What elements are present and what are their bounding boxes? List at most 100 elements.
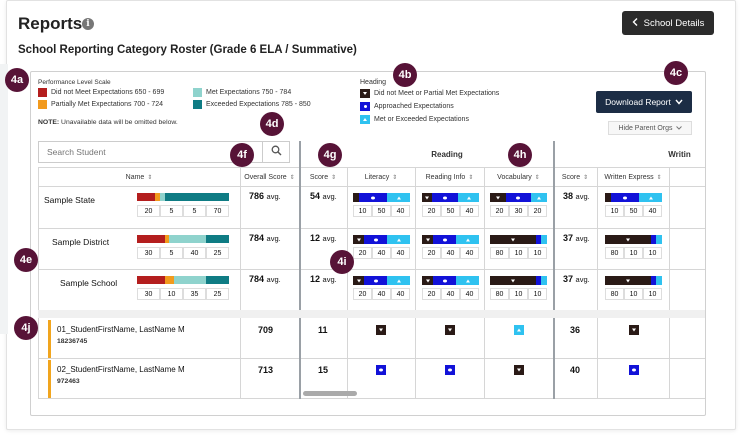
- category-bar-segment: [456, 276, 479, 285]
- avg-suffix: avg.: [575, 192, 590, 201]
- unavailable-data-note: NOTE: Unavailable data will be omitted b…: [38, 119, 178, 126]
- category-count: 50: [372, 205, 391, 217]
- hide-parent-orgs-toggle[interactable]: Hide Parent Orgs: [608, 121, 692, 135]
- column-header-overall-score-label: Overall Score: [244, 174, 287, 181]
- search-button[interactable]: [262, 141, 290, 163]
- student-writing-score: 36: [570, 325, 581, 335]
- writing-score-value: 38: [563, 191, 574, 201]
- category-bar-segment: [605, 235, 651, 244]
- category-bar-segment: [456, 235, 479, 244]
- down-triangle-icon: [360, 89, 370, 98]
- icon-glyph: [632, 368, 636, 372]
- page-title: Reports: [18, 14, 83, 33]
- roster-title: School Reporting Category Roster (Grade …: [18, 44, 357, 56]
- category-count: 30: [509, 205, 528, 217]
- sort-icon[interactable]: ⇕: [534, 175, 540, 181]
- category-count: 40: [643, 205, 662, 217]
- dot-icon: [629, 365, 639, 375]
- category-bar-segment: [387, 235, 410, 244]
- down-triangle-icon: [625, 279, 630, 282]
- category-counts: 20 40 40: [422, 288, 479, 300]
- grid-col-line: [347, 167, 348, 399]
- grid-row-line: [38, 269, 705, 270]
- performance-bar-segment: [155, 193, 160, 201]
- sort-icon[interactable]: ⇕: [392, 175, 398, 181]
- performance-bar: [137, 235, 229, 243]
- chevron-down-small-icon: [675, 125, 682, 132]
- column-header-writing-score[interactable]: Score ⇕: [553, 171, 597, 184]
- info-icon[interactable]: i: [82, 18, 94, 30]
- category-bar-segment: [353, 276, 365, 285]
- icon-glyph: [448, 328, 452, 332]
- sort-icon[interactable]: ⇕: [656, 175, 662, 181]
- summary-row-name: Sample State: [44, 195, 96, 205]
- overall-score-value: 784: [249, 274, 265, 284]
- sort-icon[interactable]: ⇕: [147, 175, 153, 181]
- avg-suffix: avg.: [322, 275, 337, 284]
- sort-icon[interactable]: ⇕: [468, 175, 474, 181]
- performance-bar: [137, 276, 229, 284]
- student-id: 18236745: [57, 338, 88, 345]
- category-bar-segment: [541, 235, 547, 244]
- down-triangle-icon: [356, 279, 361, 282]
- down-triangle-icon: [510, 238, 515, 241]
- student-writing-score: 40: [570, 365, 581, 375]
- column-header-reading-info[interactable]: Reading Info ⇕: [415, 171, 484, 184]
- performance-bar-segment: [164, 193, 229, 201]
- column-header-overall-score[interactable]: Overall Score ⇕: [240, 171, 299, 184]
- dot-icon: [370, 196, 375, 199]
- up-triangle-icon: [465, 279, 470, 282]
- category-bar-segment: [530, 193, 547, 202]
- sort-icon[interactable]: ⇕: [331, 175, 337, 181]
- badge-4d: 4d: [260, 112, 284, 136]
- category-bar-segment: [364, 276, 388, 285]
- column-header-name[interactable]: Name ⇕: [38, 171, 240, 184]
- sort-icon[interactable]: ⇕: [289, 175, 295, 181]
- category-count: 20: [490, 205, 509, 217]
- performance-bar-segment: [164, 276, 174, 284]
- column-header-literacy[interactable]: Literacy ⇕: [347, 171, 415, 184]
- reading-score: 12 avg.: [310, 233, 350, 245]
- icon-glyph: [632, 328, 636, 332]
- column-header-vocabulary[interactable]: Vocabulary ⇕: [484, 171, 553, 184]
- swatch-did-not-meet: [38, 88, 47, 97]
- badge-4i: 4i: [330, 250, 354, 274]
- category-counts: 80 10 10: [490, 247, 547, 259]
- category-bar-segment: [432, 193, 459, 202]
- student-name-link[interactable]: 01_StudentFirstName, LastName M: [57, 325, 185, 334]
- up-triangle-icon: [536, 196, 541, 199]
- up-triangle-icon: [396, 279, 401, 282]
- school-details-label: School Details: [643, 17, 705, 29]
- category-count: 20: [422, 247, 441, 259]
- overall-score: 786 avg.: [249, 191, 299, 203]
- category-bar-segment: [422, 193, 433, 202]
- grid-col-line: [299, 141, 301, 399]
- category-count: 10: [643, 288, 662, 300]
- download-report-button[interactable]: Download Report: [596, 91, 692, 113]
- student-overall-score: 713: [258, 365, 274, 375]
- category-bar-segment: [422, 235, 434, 244]
- category-count: 80: [490, 288, 509, 300]
- category-bar-segment: [535, 235, 542, 244]
- sort-icon[interactable]: ⇕: [583, 175, 589, 181]
- performance-count: 5: [160, 205, 183, 217]
- horizontal-scrollbar[interactable]: [303, 391, 357, 396]
- section-separator: [38, 310, 705, 318]
- school-details-button[interactable]: School Details: [622, 11, 714, 35]
- down-triangle-icon: [425, 238, 430, 241]
- up-triangle-icon: [396, 196, 401, 199]
- dot-icon: [442, 279, 447, 282]
- swatch-exceeded: [193, 100, 202, 109]
- grid-row-line: [38, 167, 705, 168]
- category-bar-segment: [490, 193, 507, 202]
- column-header-written-express[interactable]: Written Express ⇕: [597, 171, 669, 184]
- column-header-score[interactable]: Score ⇕: [299, 171, 347, 184]
- category-bar: [490, 193, 547, 202]
- category-bar-segment: [650, 235, 657, 244]
- performance-count: 25: [206, 288, 229, 300]
- student-name-link[interactable]: 02_StudentFirstName, LastName M: [57, 365, 185, 374]
- category-count: 50: [441, 205, 460, 217]
- category-count: 10: [643, 247, 662, 259]
- up-triangle-icon: [360, 115, 370, 124]
- category-bar-segment: [650, 276, 657, 285]
